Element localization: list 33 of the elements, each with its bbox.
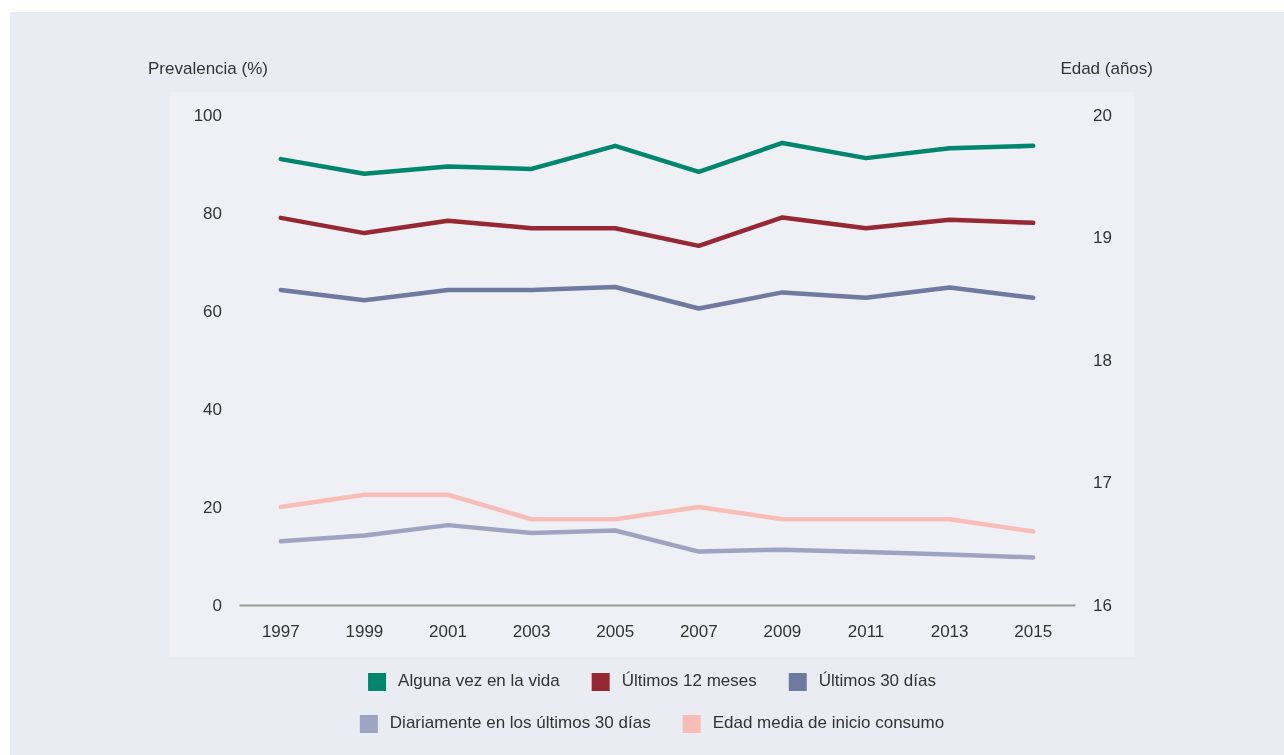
y-tick-label: 100 (193, 105, 222, 125)
x-tick-label: 2009 (763, 622, 802, 642)
x-tick-label: 2007 (679, 622, 718, 642)
x-tick-label: 2003 (512, 622, 551, 642)
line-series (278, 215, 1036, 249)
y2-tick-label: 17 (1093, 473, 1112, 493)
x-tick-label: 2013 (930, 622, 969, 642)
y2-tick-label: 18 (1093, 350, 1112, 370)
x-tick-label: 1999 (345, 622, 384, 642)
y-tick-label: 40 (203, 399, 222, 419)
line-series (278, 284, 1036, 311)
legend-label: Diariamente en los últimos 30 días (389, 713, 651, 733)
x-tick-label: 2015 (1014, 622, 1053, 642)
line-series (278, 140, 1036, 177)
y2-tick-label: 20 (1093, 105, 1112, 125)
legend-label: Edad media de inicio consumo (712, 713, 945, 733)
y-axis-title: Prevalencia (%) (148, 59, 268, 79)
y-tick-label: 0 (212, 595, 222, 615)
line-series (278, 522, 1036, 560)
y-tick-label: 20 (203, 497, 222, 517)
x-tick-label: 2001 (429, 622, 467, 642)
x-tick-label: 2011 (847, 622, 885, 642)
legend-label: Alguna vez en la vida (398, 671, 561, 691)
y-tick-label: 80 (203, 203, 222, 223)
legend-label: Últimos 30 días (818, 671, 936, 691)
legend-label: Últimos 12 meses (621, 671, 757, 691)
y2-axis-title: Edad (años) (1060, 59, 1153, 79)
y-tick-label: 60 (203, 301, 222, 321)
y2-tick-label: 16 (1093, 595, 1112, 615)
line-series (278, 492, 1036, 534)
y2-tick-label: 19 (1093, 228, 1112, 248)
x-tick-label: 1997 (261, 622, 300, 642)
x-tick-label: 2005 (596, 622, 635, 642)
